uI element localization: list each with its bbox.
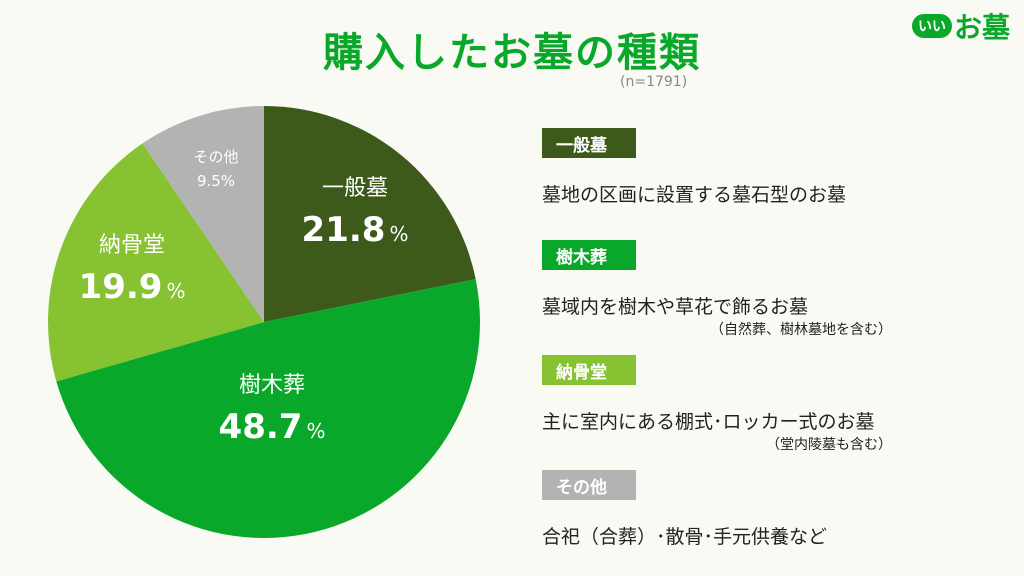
legend-subnote: （自然葬、樹林墓地を含む） — [710, 322, 892, 338]
slice-value-label: 21.8% — [302, 210, 409, 250]
slice-value-label: 19.9% — [79, 267, 186, 307]
site-logo[interactable]: いい お墓 — [911, 6, 1010, 46]
legend-tag: 樹木葬 — [542, 240, 636, 270]
logo-badge: いい — [911, 14, 952, 38]
slice-sonota — [142, 106, 264, 322]
legend-subnote: （堂内陵墓も含む） — [766, 437, 892, 453]
legend-tag: 納骨堂 — [542, 355, 636, 385]
legend-description: 合祀（合葬）･散骨･手元供養など — [542, 526, 828, 548]
slice-label: 納骨堂 — [99, 233, 165, 258]
legend-description: 墓地の区画に設置する墓石型のお墓 — [542, 184, 847, 206]
logo-text: お墓 — [953, 11, 1010, 44]
slice-value-label: 9.5% — [197, 172, 235, 190]
legend-tag: その他 — [542, 470, 636, 500]
legend-description: 墓域内を樹木や草花で飾るお墓 — [542, 296, 809, 318]
legend-item-ippanbo: 一般墓 墓地の区画に設置する墓石型のお墓 — [542, 128, 846, 207]
slice-value-label: 48.7% — [219, 407, 326, 447]
legend-item-jumokuso: 樹木葬 墓域内を樹木や草花で飾るお墓 （自然葬、樹林墓地を含む） — [542, 240, 892, 339]
legend-tag: 一般墓 — [542, 128, 636, 158]
legend-item-sonota: その他 合祀（合葬）･散骨･手元供養など — [542, 470, 827, 549]
slice-label: 樹木葬 — [239, 373, 305, 398]
legend-item-nokotsudo: 納骨堂 主に室内にある棚式･ロッカー式のお墓 （堂内陵墓も含む） — [542, 355, 892, 454]
slice-label: その他 — [193, 148, 238, 166]
slice-jumokuso — [56, 279, 480, 538]
legend-description: 主に室内にある棚式･ロッカー式のお墓 — [542, 411, 875, 433]
pie-chart: 一般墓 21.8 % 樹木葬 48.7 % 納骨堂 19.9 % その他 9.5% — [48, 106, 480, 538]
slice-nokotsudo — [48, 143, 265, 382]
sample-size-note: (n=1791) — [620, 74, 688, 90]
chart-title: 購入したお墓の種類 — [323, 30, 701, 76]
slice-ippanbo — [264, 106, 476, 322]
slice-label: 一般墓 — [322, 176, 388, 201]
